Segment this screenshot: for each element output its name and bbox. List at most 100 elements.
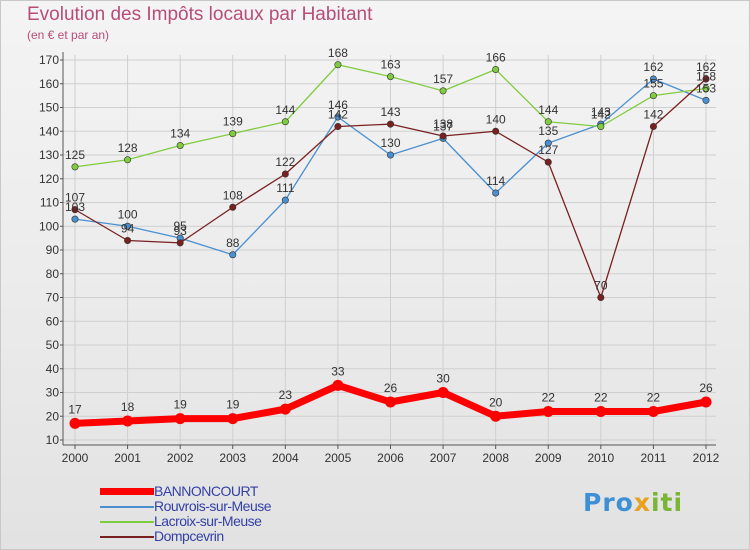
- y-tick-label: 80: [46, 267, 60, 281]
- data-label-dompcevrin: 142: [328, 108, 348, 122]
- proxiti-logo: Proxiti: [583, 488, 683, 517]
- data-label-rouvrois-sur-meuse: 143: [591, 105, 611, 119]
- axis-layer: 10 20 30 40 50 60 70 80 90 100 110 120 130 140 150 160 1…: [39, 52, 720, 465]
- data-label-lacroix-sur-meuse: 125: [65, 148, 85, 162]
- legend-swatch-rouvrois: [100, 506, 154, 508]
- data-point-rouvrois-sur-meuse: [386, 151, 394, 159]
- data-label-rouvrois-sur-meuse: 100: [118, 207, 138, 221]
- data-point-lacroix-sur-meuse: [597, 123, 605, 131]
- data-point-bannoncourt: [332, 379, 344, 391]
- logo-part-3: iti: [650, 488, 684, 517]
- data-label-bannoncourt: 33: [331, 364, 345, 378]
- data-label-lacroix-sur-meuse: 144: [538, 103, 558, 117]
- data-point-dompcevrin: [544, 158, 552, 166]
- y-tick-label: 10: [46, 433, 60, 447]
- data-point-rouvrois-sur-meuse: [492, 189, 500, 197]
- x-tick-label: 2003: [219, 451, 246, 465]
- legend-swatch-lacroix: [100, 521, 154, 523]
- data-point-lacroix-sur-meuse: [124, 156, 132, 164]
- data-label-bannoncourt: 22: [647, 391, 661, 405]
- y-tick-label: 50: [46, 338, 60, 352]
- data-label-bannoncourt: 26: [699, 381, 713, 395]
- y-tick-label: 170: [39, 53, 59, 67]
- data-label-rouvrois-sur-meuse: 162: [643, 60, 663, 74]
- data-label-bannoncourt: 22: [542, 391, 556, 405]
- data-point-bannoncourt: [385, 396, 396, 408]
- data-point-bannoncourt: [595, 406, 607, 417]
- data-point-bannoncourt: [542, 406, 554, 417]
- data-point-rouvrois-sur-meuse: [229, 251, 237, 259]
- x-tick-label: 2005: [325, 451, 352, 465]
- data-point-bannoncourt: [279, 403, 291, 415]
- data-label-dompcevrin: 107: [65, 191, 85, 205]
- data-label-dompcevrin: 143: [380, 105, 400, 119]
- data-point-lacroix-sur-meuse: [492, 66, 500, 74]
- x-tick-label: 2007: [430, 451, 457, 465]
- data-point-lacroix-sur-meuse: [334, 61, 342, 69]
- data-point-dompcevrin: [492, 127, 500, 135]
- data-label-bannoncourt: 30: [436, 372, 450, 386]
- data-point-lacroix-sur-meuse: [386, 73, 394, 81]
- data-label-dompcevrin: 122: [275, 155, 295, 169]
- y-tick-label: 20: [46, 409, 60, 423]
- data-label-rouvrois-sur-meuse: 88: [226, 236, 240, 250]
- data-label-rouvrois-sur-meuse: 135: [538, 124, 558, 138]
- data-label-rouvrois-sur-meuse: 137: [433, 119, 453, 133]
- data-point-bannoncourt: [69, 417, 81, 429]
- data-point-dompcevrin: [386, 120, 394, 128]
- y-tick-label: 110: [40, 196, 59, 210]
- y-tick-label: 60: [46, 314, 60, 328]
- y-tick-label: 120: [39, 172, 59, 186]
- chart-title: Evolution des Impôts locaux par Habitant: [27, 4, 373, 25]
- legend-label-bannoncourt: BANNONCOURT: [154, 483, 258, 499]
- x-tick-label: 2012: [693, 451, 720, 465]
- data-point-rouvrois-sur-meuse: [71, 215, 79, 223]
- data-point-lacroix-sur-meuse: [544, 118, 552, 126]
- legend-label-rouvrois: Rouvrois-sur-Meuse: [154, 498, 272, 514]
- data-label-lacroix-sur-meuse: 155: [643, 77, 663, 91]
- data-point-dompcevrin: [334, 123, 342, 131]
- data-label-bannoncourt: 17: [68, 402, 82, 416]
- data-point-dompcevrin: [649, 123, 657, 131]
- data-label-dompcevrin: 140: [486, 112, 506, 126]
- legend-swatch-bannoncourt: [100, 488, 154, 495]
- x-tick-label: 2001: [114, 451, 141, 465]
- logo-part-2: x: [633, 488, 651, 517]
- y-tick-label: 130: [39, 148, 59, 162]
- x-tick-label: 2010: [587, 451, 614, 465]
- data-point-dompcevrin: [702, 75, 710, 83]
- x-tick-label: 2006: [377, 451, 404, 465]
- data-label-rouvrois-sur-meuse: 95: [173, 219, 187, 233]
- data-label-lacroix-sur-meuse: 168: [328, 46, 348, 60]
- data-label-dompcevrin: 94: [121, 222, 135, 236]
- data-point-rouvrois-sur-meuse: [544, 139, 552, 147]
- data-point-bannoncourt: [647, 406, 659, 417]
- data-label-rouvrois-sur-meuse: 111: [276, 181, 295, 195]
- data-label-dompcevrin: 108: [223, 188, 243, 202]
- y-tick-label: 70: [46, 291, 60, 305]
- data-point-bannoncourt: [490, 410, 502, 422]
- data-label-rouvrois-sur-meuse: 153: [696, 81, 716, 95]
- x-tick-label: 2004: [272, 451, 299, 465]
- data-label-bannoncourt: 19: [173, 398, 187, 412]
- data-point-lacroix-sur-meuse: [71, 163, 79, 171]
- legend-swatch-dompcevrin: [100, 536, 154, 538]
- data-label-bannoncourt: 18: [121, 400, 135, 414]
- x-tick-label: 2000: [62, 451, 89, 465]
- data-label-layer: 103 100 95 88 111 146 130 137 114 135 143 162 153 125…: [65, 46, 716, 417]
- data-label-lacroix-sur-meuse: 158: [696, 70, 716, 84]
- data-point-dompcevrin: [281, 170, 289, 178]
- data-label-dompcevrin: 142: [643, 108, 663, 122]
- data-label-bannoncourt: 22: [594, 391, 608, 405]
- data-point-rouvrois-sur-meuse: [702, 96, 710, 104]
- data-label-rouvrois-sur-meuse: 103: [65, 200, 85, 214]
- data-point-lacroix-sur-meuse: [439, 87, 447, 95]
- y-tick-label: 160: [39, 77, 59, 91]
- data-point-dompcevrin: [71, 206, 79, 214]
- y-tick-label: 100: [39, 219, 59, 233]
- data-point-lacroix-sur-meuse: [702, 85, 710, 93]
- y-tick-label: 90: [46, 243, 60, 257]
- data-point-dompcevrin: [176, 239, 184, 247]
- data-label-dompcevrin: 138: [433, 117, 453, 131]
